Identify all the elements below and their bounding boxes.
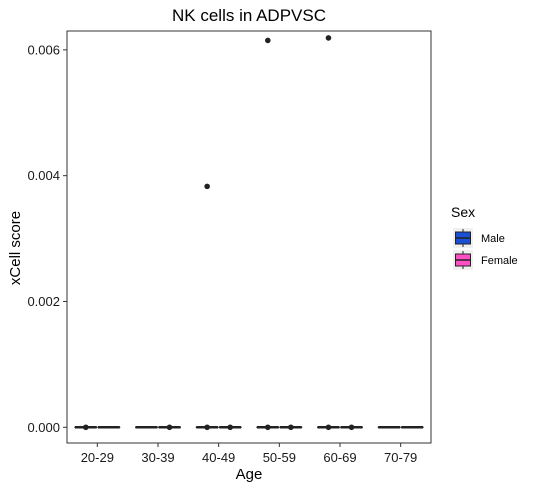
x-tick-label: 30-39 — [141, 450, 174, 465]
x-axis-title: Age — [236, 466, 263, 483]
plot-area — [66, 30, 432, 444]
outlier-point — [265, 37, 271, 44]
x-tick-label: 40-49 — [202, 450, 235, 465]
outlier-point — [204, 183, 210, 190]
outlier-point — [348, 424, 355, 431]
legend-title: Sex — [451, 204, 475, 220]
plot-border — [66, 30, 432, 444]
y-tick-label: 0.006 — [27, 42, 60, 57]
outlier-point — [83, 424, 89, 431]
y-tick-label: 0.004 — [27, 168, 60, 183]
legend-label-male: Male — [481, 233, 505, 245]
outlier-point — [227, 424, 233, 431]
y-axis-title: xCell score — [7, 211, 24, 285]
outlier-point — [325, 424, 332, 431]
outlier-point — [265, 424, 271, 431]
x-tick-label: 60-69 — [323, 450, 356, 465]
y-tick-label: 0.002 — [27, 294, 60, 309]
x-axis: 20-29 30-39 40-49 50-59 60-69 70-79 — [81, 443, 417, 465]
outlier-point — [325, 35, 332, 41]
outlier-point — [166, 424, 173, 431]
y-tick-label: 0.000 — [27, 420, 60, 435]
chart-title: NK cells in ADPVSC — [172, 6, 326, 25]
legend-label-female: Female — [481, 255, 518, 267]
x-tick-label: 20-29 — [81, 450, 114, 465]
x-tick-label: 70-79 — [384, 450, 417, 465]
x-tick-label: 50-59 — [263, 450, 296, 465]
outlier-point — [204, 424, 210, 431]
legend: Sex Male Female — [451, 204, 518, 270]
y-axis: 0.000 0.002 0.004 0.006 — [27, 42, 67, 435]
outlier-point — [288, 424, 294, 431]
